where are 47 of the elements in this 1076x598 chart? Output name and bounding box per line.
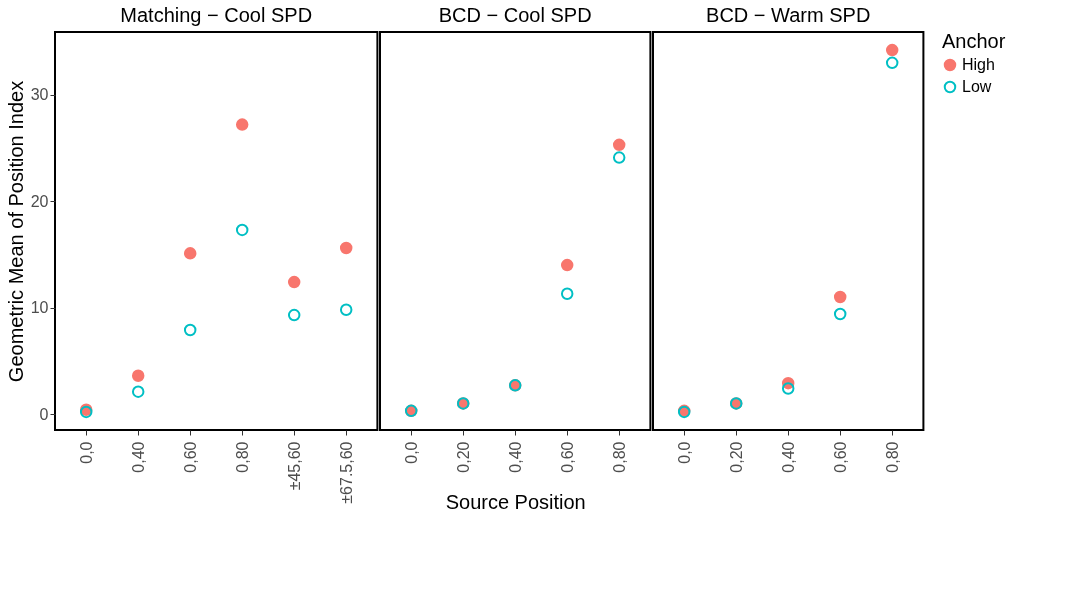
- chart-title: BCD − Cool SPD: [438, 4, 592, 26]
- point: [612, 138, 626, 152]
- point: [339, 241, 353, 255]
- point: [781, 382, 795, 395]
- x-tick-label: 0,0: [675, 441, 693, 464]
- x-axis-title: Source Position: [445, 490, 586, 513]
- y-tick-label: 20: [30, 192, 49, 210]
- y-tick-label: 30: [30, 86, 49, 104]
- point: [183, 323, 197, 337]
- x-tick-label: 0,80: [610, 441, 628, 473]
- point: [183, 247, 197, 260]
- point: [885, 56, 899, 70]
- x-tick-label: 0,0: [77, 441, 95, 464]
- chart-title: BCD − Warm SPD: [706, 4, 871, 26]
- point: [235, 223, 249, 237]
- x-tick-label: 0,20: [454, 441, 472, 473]
- x-tick-label: 0,40: [779, 441, 797, 473]
- point: [560, 287, 574, 301]
- x-tick-label: 0,60: [181, 441, 199, 473]
- y-axis-title: Geometric Mean of Position Index: [4, 80, 27, 383]
- point: [833, 307, 847, 321]
- point: [235, 118, 249, 131]
- x-tick-label: 0,40: [129, 441, 147, 473]
- point: [885, 43, 899, 57]
- point: [131, 369, 145, 382]
- y-tick-label: 10: [30, 299, 49, 317]
- x-tick-label: ±45,60: [285, 441, 303, 491]
- point: [560, 258, 574, 272]
- x-tick-label: 0,0: [402, 441, 420, 464]
- point: [287, 275, 301, 289]
- legend-label: Low: [962, 78, 992, 95]
- point: [833, 290, 847, 304]
- x-tick-label: 0,60: [831, 441, 849, 473]
- x-tick-label: 0,60: [558, 441, 576, 473]
- x-tick-label: 0,20: [727, 441, 745, 473]
- point: [612, 151, 626, 164]
- point: [339, 303, 353, 316]
- x-tick-label: 0,40: [506, 441, 524, 473]
- x-tick-label: ±67.5,60: [337, 441, 355, 504]
- point: [131, 385, 145, 398]
- chart-title: Matching − Cool SPD: [120, 4, 313, 26]
- x-tick-label: 0,80: [233, 441, 251, 473]
- x-tick-label: 0,80: [883, 441, 901, 473]
- legend-title: Anchor: [942, 30, 1006, 52]
- y-tick-label: 0: [39, 405, 49, 423]
- legend-label: High: [962, 56, 995, 73]
- point: [287, 308, 301, 322]
